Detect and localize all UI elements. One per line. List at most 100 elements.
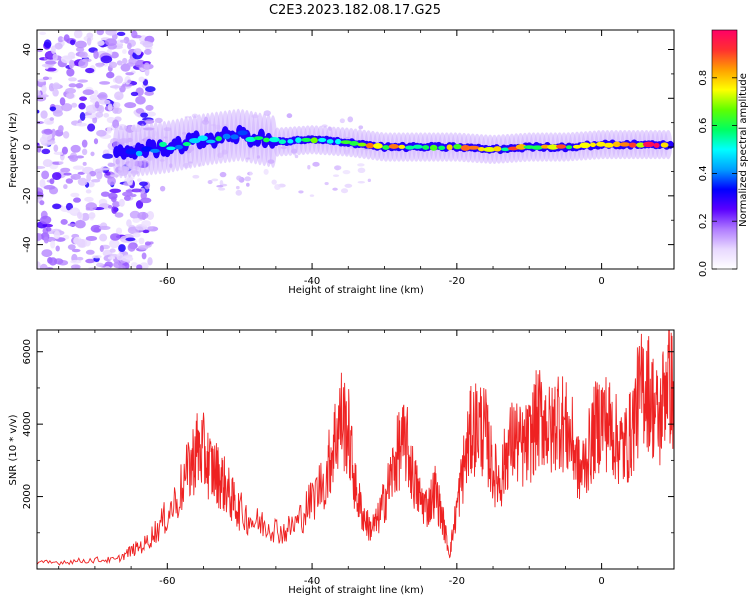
spectrogram-noise-speckle (85, 202, 98, 211)
spectrogram-noise-speckle (246, 182, 250, 187)
spectrogram-ridge-peak (547, 144, 560, 150)
spectrogram-noise-speckle (50, 45, 56, 54)
spectrogram-noise-speckle (131, 188, 142, 193)
spectrogram-noise-speckle (76, 122, 88, 127)
spectrogram-noise-speckle (40, 94, 49, 98)
spectrogram-noise-speckle (41, 85, 47, 93)
spectrogram-ridge-peak (422, 145, 430, 150)
spectrogram-noise-speckle (116, 252, 124, 261)
spectrogram-noise-speckle (236, 175, 242, 181)
spectrogram-noise-speckle (42, 76, 50, 81)
spectrogram-ridge-peak (572, 144, 582, 149)
spectrogram-noise-speckle (72, 165, 85, 170)
spectrogram-ridge-peak (460, 144, 471, 151)
colorbar-ticks: 0.0 0.2 0.4 0.6 0.8 (698, 70, 737, 277)
spectrogram-noise-speckle (66, 68, 75, 77)
spectrogram-ridge-peak (150, 148, 160, 153)
spectrogram-ridge-peak (245, 136, 256, 142)
spectrogram-noise-speckle (94, 101, 100, 109)
spectrogram-noise-speckle (116, 31, 126, 36)
spectrogram-noise-speckle (81, 212, 90, 221)
spectrogram-noise-speckle (324, 181, 329, 186)
spectrogram-noise-speckle (125, 237, 136, 242)
spectrogram-noise-speckle (127, 42, 132, 50)
spectrogram-noise-speckle (144, 119, 155, 124)
spectrogram-noise-speckle (82, 89, 95, 96)
spectrogram-ridge-peak (357, 142, 367, 147)
spectrogram-ridge-peak (429, 144, 438, 151)
spectrogram-noise-speckle (263, 168, 269, 175)
spectrogram-noise-speckle (112, 101, 121, 109)
spectrogram-noise-speckle (41, 148, 51, 155)
spectrogram-ridge-peak (222, 133, 231, 140)
spectrogram-x-axis-label: Height of straight line (km) (288, 285, 424, 296)
spectrogram-noise-speckle (57, 36, 64, 43)
spectrogram-ridge-peak (310, 137, 318, 144)
spectrogram-noise-speckle (84, 115, 97, 119)
spectrogram-ridge-peak (287, 139, 294, 144)
spectrogram-noise-speckle (136, 264, 143, 269)
spectrogram-ridge-peak (388, 144, 399, 149)
spectrogram-noise-speckle (357, 180, 366, 184)
colorbar-gradient (712, 30, 737, 269)
spectrogram-noise-speckle (68, 83, 77, 88)
spectrogram-noise-speckle (309, 194, 315, 197)
spectrogram-noise-speckle (109, 85, 122, 89)
spectrogram-noise-speckle (119, 39, 127, 43)
spectrogram-noise-speckle (98, 99, 111, 105)
spectrogram-noise-speckle (41, 132, 53, 141)
spectrogram-noise-speckle (65, 87, 77, 94)
spectrogram-noise-speckle (235, 189, 242, 196)
spectrogram-noise-speckle (133, 48, 142, 55)
spectrogram-noise-speckle (73, 197, 81, 203)
spectrogram-noise-speckle (37, 109, 40, 114)
spectrogram-noise-speckle (96, 129, 107, 137)
spectrogram-ridge-peak (318, 137, 327, 143)
spectrogram-noise-speckle (97, 105, 105, 114)
spectrogram-noise-speckle (135, 200, 144, 209)
spectrogram-ridge-peak (453, 144, 462, 150)
spectrogram-noise-speckle (122, 57, 128, 65)
spectrogram-noise-speckle (132, 218, 141, 223)
spectrogram-noise-speckle (51, 172, 62, 180)
spectrogram-noise-speckle (52, 203, 62, 210)
spectrogram-noise-speckle (85, 249, 95, 255)
spectrogram-ridge-peak (125, 148, 137, 155)
spectrogram-noise-speckle (127, 79, 132, 84)
spectrogram-ridge-peak (166, 146, 176, 151)
spectrogram-ridge-peak (349, 140, 359, 146)
spectrogram-noise-speckle (138, 76, 145, 83)
spectrogram-noise-speckle (81, 58, 92, 63)
spectrogram-noise-speckle (53, 230, 61, 240)
spectrogram-noise-speckle (90, 178, 101, 183)
spectrogram-noise-speckle (339, 118, 345, 124)
spectrogram-noise-speckle (93, 138, 99, 145)
colorbar-tick-label: 0.8 (698, 70, 709, 86)
spectrogram-noise-speckle (70, 192, 80, 198)
spectrogram-noise-speckle (130, 262, 138, 268)
snr-x-ticks: -60 -40 -20 0 (58, 330, 675, 587)
spectrogram-noise-speckle (358, 125, 364, 130)
spectrogram-noise-speckle (357, 167, 366, 174)
spectrogram-noise-speckle (48, 257, 58, 266)
spectrogram-noise-speckle (298, 190, 304, 194)
spectrogram-noise-speckle (39, 200, 45, 206)
spectrogram-noise-speckle (96, 171, 103, 180)
spectrogram-noise-speckle (108, 239, 120, 249)
spectrogram-noise-speckle (118, 244, 126, 253)
spectrogram-noise-speckle (286, 113, 293, 119)
spectrogram-noise-speckle (77, 79, 89, 83)
spectrogram-noise-speckle (76, 256, 84, 261)
spectrogram-noise-speckle (52, 110, 64, 117)
spectrogram-noise-speckle (89, 170, 97, 177)
spectrogram-noise-speckle (87, 123, 96, 132)
spectrogram-noise-speckle (65, 92, 75, 99)
spectrogram-y-ticks: -40 -20 0 20 40 (22, 43, 674, 270)
spectrogram-noise-speckle (110, 233, 121, 241)
y-tick-label: -40 (22, 236, 33, 252)
spectrogram-noise-speckle (100, 191, 110, 197)
spectrogram-noise-speckle (75, 82, 84, 89)
spectrogram-noise-speckle (142, 229, 150, 234)
spectrogram-noise-speckle (137, 211, 149, 220)
